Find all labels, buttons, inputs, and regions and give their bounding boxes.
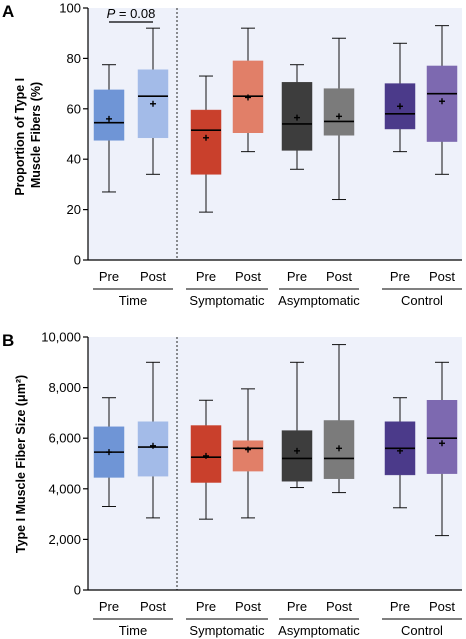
y-tick-label: 60: [67, 101, 81, 116]
x-tick-label: Pre: [99, 269, 119, 284]
panel-a: A Proportion of Type I Muscle Fibers (%)…: [2, 1, 462, 308]
group-label: Control: [401, 623, 443, 638]
y-tick-label: 80: [67, 51, 81, 66]
y-tick-label: 100: [59, 1, 81, 16]
panel-label-a: A: [2, 2, 14, 21]
panel-b: B Type I Muscle Fiber Size (μm²) 0 2,000 4…: [2, 330, 462, 638]
group-label: Time: [119, 293, 147, 308]
y-tick-label: 0: [74, 583, 81, 598]
group-label: Asymptomatic: [278, 623, 360, 638]
x-tick-label: Post: [429, 269, 455, 284]
box-iqr: [323, 88, 355, 136]
panel-label-b: B: [2, 331, 14, 350]
x-tick-label: Post: [326, 599, 352, 614]
p-symbol: P: [107, 6, 116, 21]
y-tick-label: 6,000: [48, 431, 81, 446]
group-label: Time: [119, 623, 147, 638]
box-iqr: [137, 421, 169, 477]
y-tick-label: 40: [67, 152, 81, 167]
y-axis-label-a: Proportion of Type I Muscle Fibers (%): [13, 74, 43, 195]
y-tick-label: 10,000: [41, 330, 81, 345]
x-tick-label: Pre: [196, 269, 216, 284]
y-axis-label-b-line1: Type I Muscle Fiber Size (μm²): [14, 375, 28, 553]
y-tick-label: 2,000: [48, 532, 81, 547]
y-tick-label: 20: [67, 202, 81, 217]
p-value-annotation: P = 0.08: [107, 6, 156, 21]
box-iqr: [190, 109, 222, 175]
y-tick-label: 0: [74, 253, 81, 268]
group-label: Symptomatic: [189, 623, 265, 638]
box-iqr: [232, 440, 264, 472]
y-tick-label: 8,000: [48, 380, 81, 395]
x-tick-label: Post: [235, 599, 261, 614]
box-iqr: [93, 89, 125, 141]
x-tick-label: Pre: [287, 269, 307, 284]
x-tick-label: Pre: [99, 599, 119, 614]
y-axis-label-b: Type I Muscle Fiber Size (μm²): [14, 375, 28, 553]
group-label: Symptomatic: [189, 293, 265, 308]
p-value-text: = 0.08: [115, 6, 155, 21]
y-tick-label: 4,000: [48, 481, 81, 496]
x-tick-label: Pre: [390, 269, 410, 284]
x-tick-label: Post: [140, 599, 166, 614]
y-axis-label-a-line1: Proportion of Type I: [13, 78, 27, 196]
box-iqr: [426, 400, 458, 474]
x-tick-label: Post: [326, 269, 352, 284]
group-label: Asymptomatic: [278, 293, 360, 308]
x-tick-label: Pre: [196, 599, 216, 614]
x-tick-label: Pre: [287, 599, 307, 614]
x-tick-label: Post: [235, 269, 261, 284]
x-tick-label: Post: [140, 269, 166, 284]
y-axis-label-a-line2: Muscle Fibers (%): [29, 82, 43, 188]
x-tick-label: Pre: [390, 599, 410, 614]
group-label: Control: [401, 293, 443, 308]
x-tick-label: Post: [429, 599, 455, 614]
box-iqr: [281, 430, 313, 482]
